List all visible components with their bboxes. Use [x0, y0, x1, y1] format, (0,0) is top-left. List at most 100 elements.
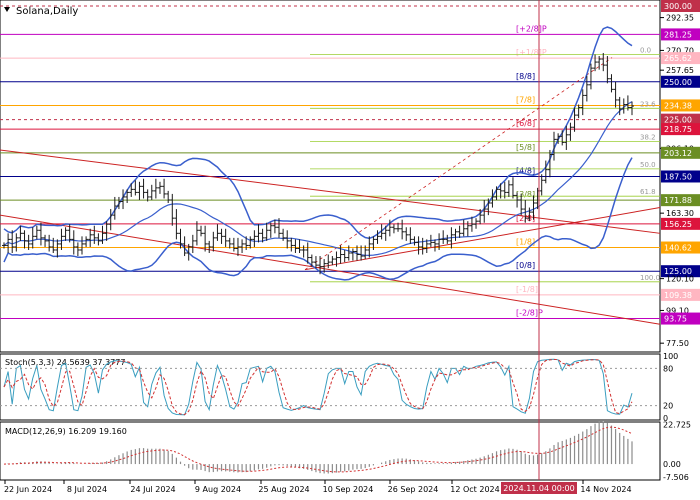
- price-bar: [322, 259, 327, 273]
- time-tick-label: 25 Aug 2024: [258, 485, 309, 494]
- price-tag: [661, 0, 700, 12]
- stochastic-panel[interactable]: Stoch(5,3,3) 24.5639 37.3777 100 80 20 0: [0, 352, 678, 423]
- price-bar: [441, 230, 446, 244]
- price-tag: [661, 217, 700, 230]
- price-tag: [661, 52, 700, 65]
- price-bar: [252, 230, 257, 247]
- price-bar: [240, 239, 245, 254]
- price-bar: [211, 231, 216, 252]
- price-bar: [141, 178, 146, 199]
- price-tag: [661, 241, 700, 254]
- price-tag-label: 156.25: [664, 220, 692, 229]
- price-bar: [166, 190, 171, 204]
- price-tick-label: 120.10: [666, 275, 694, 284]
- price-bar: [67, 224, 72, 243]
- trendlines: [0, 57, 661, 325]
- price-bar: [34, 225, 39, 240]
- macd-histogram: [3, 421, 633, 474]
- price-bar: [47, 234, 52, 252]
- price-bar: [215, 224, 220, 241]
- price-tag-label: 250.00: [664, 78, 692, 87]
- price-tag: [661, 75, 700, 88]
- price-bar: [75, 242, 80, 257]
- price-bar: [420, 237, 425, 255]
- price-bar: [461, 219, 466, 237]
- price-bar: [223, 228, 228, 247]
- price-bar: [474, 218, 479, 229]
- fib-label: 100.0: [640, 274, 660, 282]
- murrey-label: [5/8]: [516, 143, 535, 152]
- price-bar: [552, 131, 557, 161]
- price-bar: [219, 228, 224, 244]
- time-tick-label: 12 Oct 2024: [450, 485, 499, 494]
- price-bar: [613, 81, 618, 108]
- price-bar: [568, 122, 573, 141]
- price-bar: [129, 183, 134, 197]
- price-bar: [297, 239, 302, 254]
- price-bar: [178, 228, 183, 249]
- price-bar: [465, 221, 470, 237]
- time-tick-label: 8 Jul 2024: [67, 485, 107, 494]
- murrey-label: [-1/8]: [516, 285, 538, 294]
- time-tick-label: 10 Sep 2024: [323, 485, 374, 494]
- price-bar: [256, 224, 261, 243]
- price-tick-label: 257.65: [666, 66, 694, 75]
- price-bar: [617, 96, 622, 116]
- price-bar: [432, 239, 437, 252]
- price-bar: [375, 230, 380, 244]
- macd-tick-label: 0.00: [663, 460, 681, 469]
- stochastic-panel-frame: [0, 353, 661, 421]
- price-tick-label: 77.50: [666, 339, 689, 348]
- price-tick-label: 292.35: [666, 14, 694, 23]
- price-bar: [486, 198, 491, 216]
- price-bar: [453, 228, 458, 241]
- price-bar: [387, 219, 392, 237]
- price-bar: [203, 225, 208, 252]
- price-tag: [661, 123, 700, 136]
- price-tick-label: 270.70: [666, 46, 694, 55]
- price-bar: [137, 181, 142, 200]
- price-bar: [494, 186, 499, 200]
- price-bar: [285, 230, 290, 249]
- price-tag-label: 125.00: [664, 267, 692, 276]
- price-bar: [330, 256, 335, 266]
- murrey-label: [8/8]: [516, 72, 535, 81]
- price-bar: [2, 242, 6, 249]
- murrey-label: [4/8]: [516, 166, 535, 175]
- price-bar: [190, 234, 195, 254]
- price-bar: [227, 237, 232, 249]
- price-bar: [55, 239, 60, 258]
- price-bar: [10, 230, 15, 254]
- price-bar: [338, 245, 343, 264]
- macd-panel[interactable]: MACD(12,26,9) 16.209 19.160 22.725 0.00 -7…: [0, 420, 691, 482]
- menu-icon[interactable]: [4, 7, 10, 12]
- fib-label: 23.6: [640, 100, 656, 108]
- price-bar: [162, 178, 167, 199]
- price-tag-label: 109.38: [664, 291, 692, 300]
- price-bar: [186, 243, 191, 261]
- price-bar: [543, 160, 548, 184]
- price-bar: [576, 104, 581, 119]
- price-bar: [396, 222, 401, 232]
- price-bar: [354, 245, 359, 261]
- price-panel[interactable]: [+2/8]P [+1/8]P [8/8] [7/8] [6/8] [5/8] [4/8] […: [0, 0, 700, 353]
- murrey-label: [+2/8]P: [516, 24, 547, 33]
- price-bar: [264, 222, 269, 241]
- price-bar: [108, 209, 113, 231]
- price-bar: [26, 234, 31, 250]
- price-tag-label: 281.25: [664, 30, 692, 39]
- fib-label: 0.0: [640, 46, 651, 54]
- time-tick-label: 26 Sep 2024: [388, 485, 439, 494]
- price-bar: [260, 228, 265, 243]
- price-bar: [584, 75, 589, 102]
- price-bar: [469, 216, 474, 232]
- price-bar: [350, 248, 355, 261]
- price-bar: [593, 54, 598, 72]
- trendline-support: [304, 207, 661, 271]
- price-bar: [457, 225, 462, 238]
- price-bar: [277, 218, 282, 238]
- price-tag: [661, 113, 700, 126]
- price-bar: [605, 56, 610, 84]
- murrey-label: [6/8]: [516, 119, 535, 128]
